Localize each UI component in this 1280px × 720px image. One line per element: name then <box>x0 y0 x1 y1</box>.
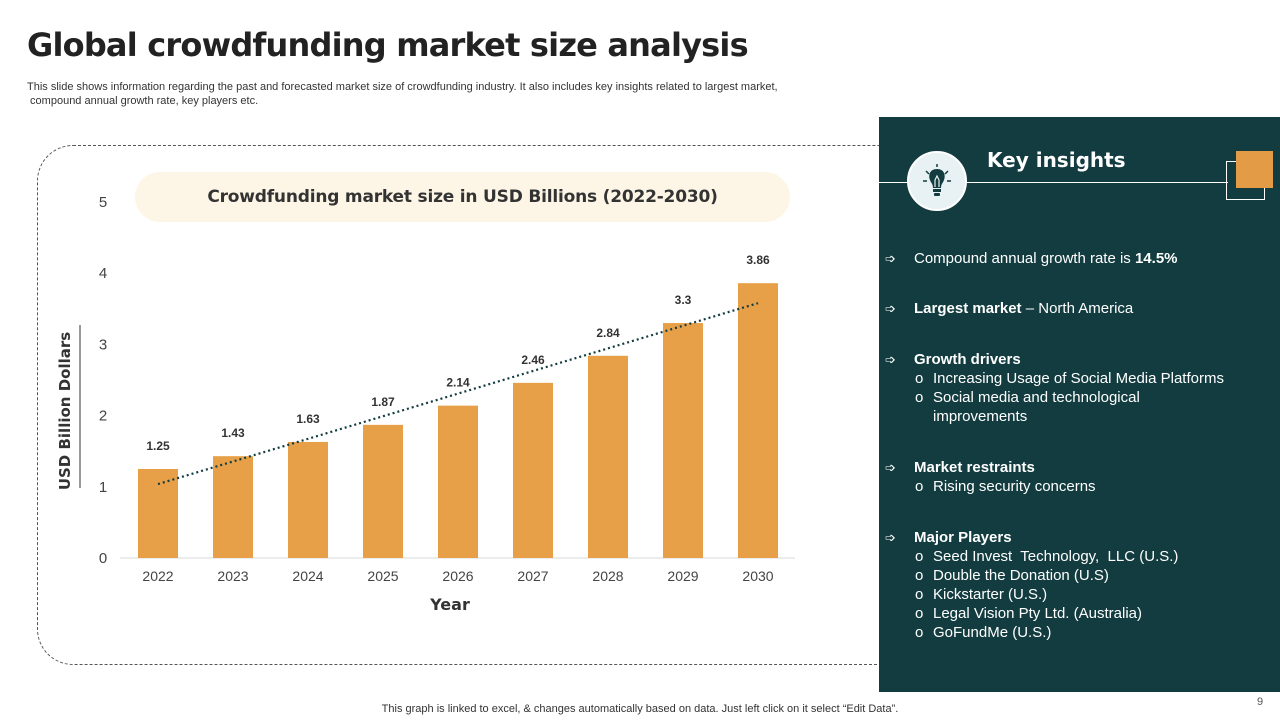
bullet-icon: o <box>915 624 924 641</box>
chart-frame <box>37 145 917 665</box>
player-item: Seed Invest Technology, LLC (U.S.) <box>933 548 1179 565</box>
y-axis-title: USD Billion Dollars <box>56 332 74 490</box>
growth-drivers-label: Growth drivers <box>914 351 1021 368</box>
x-tick-label: 2025 <box>367 568 398 584</box>
player-item: Double the Donation (U.S) <box>933 567 1109 584</box>
x-tick-label: 2023 <box>217 568 248 584</box>
cagr-value: 14.5% <box>1134 250 1178 267</box>
bar-2023[interactable] <box>213 456 253 558</box>
data-label: 3.86 <box>746 253 770 267</box>
subtitle-line-1: This slide shows information regarding t… <box>27 81 778 93</box>
insight-cagr: ➩ Compound annual growth rate is 14.5% <box>885 249 1265 268</box>
decor-orange-square <box>1236 151 1273 188</box>
data-label: 1.63 <box>296 412 320 426</box>
arrow-icon: ➩ <box>885 460 896 475</box>
arrow-icon: ➩ <box>885 301 896 316</box>
largest-market-label: Largest market <box>914 300 1022 317</box>
bar-2026[interactable] <box>438 405 478 558</box>
data-label: 2.14 <box>446 376 470 390</box>
x-tick-label: 2022 <box>142 568 173 584</box>
bar-2028[interactable] <box>588 355 628 558</box>
arrow-icon: ➩ <box>885 251 896 266</box>
data-label: 3.3 <box>675 293 692 307</box>
y-tick-label: 3 <box>99 336 107 353</box>
bar-2030[interactable] <box>738 283 778 558</box>
bullet-icon: o <box>915 605 924 622</box>
x-tick-label: 2028 <box>592 568 623 584</box>
bar-2024[interactable] <box>288 441 328 558</box>
x-tick-label: 2026 <box>442 568 473 584</box>
player-item: GoFundMe (U.S.) <box>933 624 1052 641</box>
insight-growth-drivers: ➩ Growth drivers o Increasing Usage of So… <box>885 350 1265 426</box>
bullet-icon: o <box>915 389 924 406</box>
bar-2025[interactable] <box>363 424 403 558</box>
growth-driver-item: Social media and technological <box>933 389 1140 406</box>
x-tick-label: 2030 <box>742 568 773 584</box>
players-label: Major Players <box>914 529 1012 546</box>
y-tick-label: 4 <box>99 265 107 282</box>
data-label: 1.87 <box>371 395 395 409</box>
growth-driver-item: Increasing Usage of Social Media Platfor… <box>933 370 1224 387</box>
y-tick-label: 1 <box>99 479 107 496</box>
bar-2027[interactable] <box>513 382 553 558</box>
arrow-icon: ➩ <box>885 530 896 545</box>
x-tick-label: 2027 <box>517 568 548 584</box>
insights-divider <box>879 182 1228 183</box>
player-item: Legal Vision Pty Ltd. (Australia) <box>933 605 1142 622</box>
bar-2022[interactable] <box>138 469 178 558</box>
page-subtitle: This slide shows information regarding t… <box>27 80 867 108</box>
data-label: 2.46 <box>521 353 545 367</box>
subtitle-line-2: compound annual growth rate, key players… <box>27 95 259 107</box>
bullet-icon: o <box>915 548 924 565</box>
insights-panel <box>879 117 1280 692</box>
restraint-item: Rising security concerns <box>933 478 1096 495</box>
footer-note: This graph is linked to excel, & changes… <box>381 703 899 715</box>
data-label: 2.84 <box>596 326 620 340</box>
page-number: 9 <box>1257 696 1264 708</box>
bullet-icon: o <box>915 478 924 495</box>
cagr-text: Compound annual growth rate is <box>914 250 1135 267</box>
x-tick-label: 2024 <box>292 568 323 584</box>
bullet-icon: o <box>915 586 924 603</box>
x-tick-label: 2029 <box>667 568 698 584</box>
insight-largest-market: ➩ Largest market – North America <box>885 299 1265 318</box>
bullet-icon: o <box>915 370 924 387</box>
chart-title: Crowdfunding market size in USD Billions… <box>135 172 790 222</box>
page-title: Global crowdfunding market size analysis <box>27 26 749 64</box>
data-label: 1.25 <box>146 439 170 453</box>
bullet-icon: o <box>915 567 924 584</box>
growth-driver-item-cont: improvements <box>933 408 1028 425</box>
y-tick-label: 0 <box>99 550 107 567</box>
bar-2029[interactable] <box>663 323 703 558</box>
player-item: Kickstarter (U.S.) <box>933 586 1048 603</box>
y-tick-label: 5 <box>99 194 107 211</box>
x-axis-title: Year <box>429 595 470 614</box>
lightbulb-icon <box>907 151 967 211</box>
largest-market-value: – North America <box>1021 300 1134 317</box>
insights-title: Key insights <box>987 148 1126 172</box>
data-label: 1.43 <box>221 426 245 440</box>
arrow-icon: ➩ <box>885 352 896 367</box>
insight-major-players: ➩ Major Players o Seed Invest Technology,… <box>885 528 1265 642</box>
insight-market-restraints: ➩ Market restraints o Rising security con… <box>885 458 1265 496</box>
y-tick-label: 2 <box>99 408 107 425</box>
restraints-label: Market restraints <box>914 459 1035 476</box>
